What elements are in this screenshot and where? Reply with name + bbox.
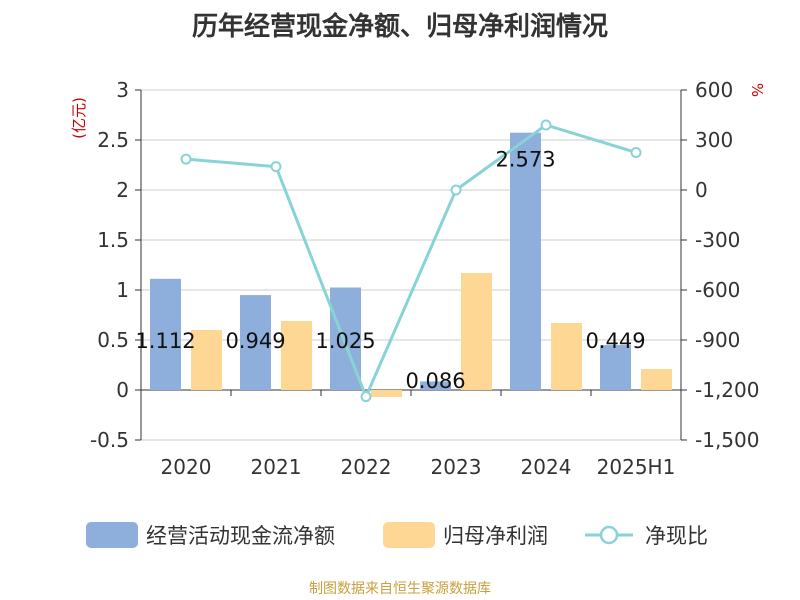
legend-label: 归母净利润 (443, 524, 548, 548)
cashflow-bar (420, 381, 451, 390)
right-tick-label: -1,200 (695, 378, 759, 402)
cashflow-bar (600, 345, 631, 390)
right-tick-label: -600 (695, 278, 740, 302)
net-profit-bar (461, 273, 492, 390)
ratio-point (270, 161, 282, 173)
left-tick-label: 2 (116, 178, 129, 202)
legend-label: 经营活动现金流净额 (146, 524, 335, 548)
right-axis-unit: % (748, 83, 766, 97)
source-footer: 制图数据来自恒生聚源数据库 (309, 581, 491, 597)
cashflow-value-label: 2.573 (495, 148, 555, 172)
category-label: 2022 (341, 455, 392, 479)
left-tick-label: 3 (116, 78, 129, 102)
left-tick-label: 0.5 (97, 328, 129, 352)
tick-labels: -0.5 0 0.5 1 1.5 2 2.5 3 -1,500 -1,200 -900 -600 -30… (70, 78, 766, 479)
category-label: 2020 (161, 455, 212, 479)
bars (150, 132, 672, 397)
right-tick-label: -1,500 (695, 428, 759, 452)
left-tick-label: -0.5 (90, 428, 129, 452)
category-label: 2023 (431, 455, 482, 479)
cashflow-value-label: 1.025 (315, 329, 375, 353)
cashflow-value-label: 0.449 (585, 329, 645, 353)
left-tick-label: 2.5 (97, 128, 129, 152)
cashflow-value-label: 1.112 (135, 329, 195, 353)
right-tick-label: 600 (695, 78, 733, 102)
right-tick-label: 0 (695, 178, 708, 202)
net-profit-bar (371, 390, 402, 397)
right-tick-label: 300 (695, 128, 733, 152)
cashflow-bar (150, 278, 181, 390)
ratio-point (540, 119, 552, 131)
ratio-polyline (185, 123, 637, 401)
cashflow-value-label: 0.949 (225, 329, 285, 353)
chart-title: 历年经营现金净额、归母净利润情况 (191, 12, 608, 42)
ratio-point (180, 153, 192, 165)
axes (135, 89, 687, 441)
data-labels: 1.112 0.949 1.025 0.086 2.573 0.449 (135, 148, 645, 393)
legend-swatch (383, 522, 435, 548)
legend-marker (599, 525, 619, 545)
category-label: 2025H1 (597, 455, 676, 479)
cashflow-bar (240, 295, 271, 390)
right-tick-label: -900 (695, 328, 740, 352)
left-axis-unit: (亿元) (70, 97, 88, 139)
ratio-line (180, 119, 642, 403)
category-label: 2021 (251, 455, 302, 479)
legend-label: 净现比 (645, 524, 708, 548)
ratio-point (630, 147, 642, 158)
left-tick-label: 1.5 (97, 228, 129, 252)
net-profit-bar (551, 323, 582, 390)
net-profit-bar (641, 369, 672, 390)
left-tick-label: 0 (116, 378, 129, 402)
ratio-point (360, 391, 372, 403)
right-tick-label: -300 (695, 228, 740, 252)
category-label: 2024 (521, 455, 572, 479)
legend-swatch (86, 522, 138, 548)
legend: 经营活动现金流净额 归母净利润 净现比 (86, 522, 708, 548)
cashflow-bar (510, 132, 541, 390)
left-tick-label: 1 (116, 278, 129, 302)
cashflow-value-label: 0.086 (405, 369, 465, 393)
net-profit-bar (281, 321, 312, 390)
net-profit-bar (191, 330, 222, 390)
ratio-point (450, 184, 462, 196)
